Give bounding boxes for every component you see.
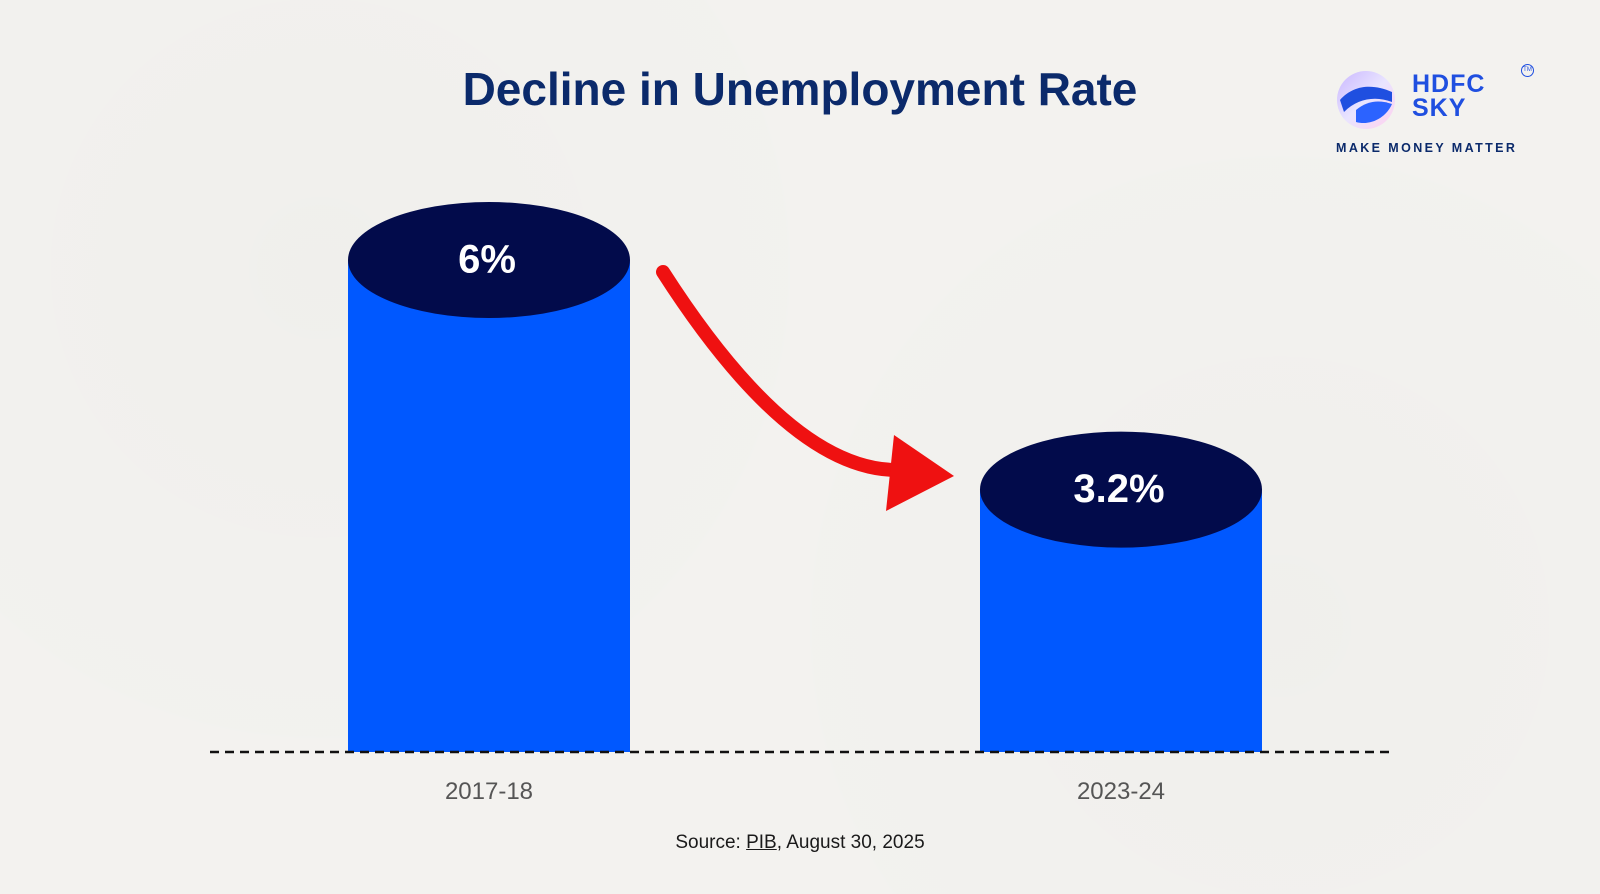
bar-2017-18	[348, 260, 630, 752]
labels-layer: 2017-18 2023-24	[445, 778, 1165, 805]
source-suffix: , August 30, 2025	[776, 832, 925, 853]
decline-arrow	[656, 265, 954, 511]
trademark-badge: TM	[1521, 64, 1534, 77]
brand-tagline: MAKE MONEY MATTER	[1336, 141, 1518, 155]
brand-logo: HDFC SKY TM MAKE MONEY MATTER	[1336, 64, 1536, 164]
brand-wordmark: HDFC SKY	[1412, 70, 1486, 122]
brand-name-line2: SKY	[1412, 94, 1467, 122]
bar-cap-2017-18	[348, 202, 630, 318]
source-prefix: Source:	[675, 832, 747, 853]
decline-arrow-head	[886, 435, 954, 511]
bars-layer: 6% 3.2%	[348, 202, 1262, 752]
value-label-2023-24: 3.2%	[1073, 467, 1164, 511]
category-label-2023-24: 2023-24	[1077, 778, 1165, 805]
source-note: Source: PIB, August 30, 2025	[0, 832, 1600, 854]
category-label-2017-18: 2017-18	[445, 778, 533, 805]
value-label-2017-18: 6%	[458, 238, 516, 282]
hdfc-sky-logo-icon	[1337, 71, 1395, 129]
bar-cap-2023-24	[980, 431, 1262, 548]
chart-title: Decline in Unemployment Rate	[462, 63, 1138, 115]
brand-name-line1: HDFC	[1412, 70, 1486, 98]
source-link[interactable]: PIB	[746, 832, 777, 853]
decline-arrow-shaft	[656, 265, 904, 477]
